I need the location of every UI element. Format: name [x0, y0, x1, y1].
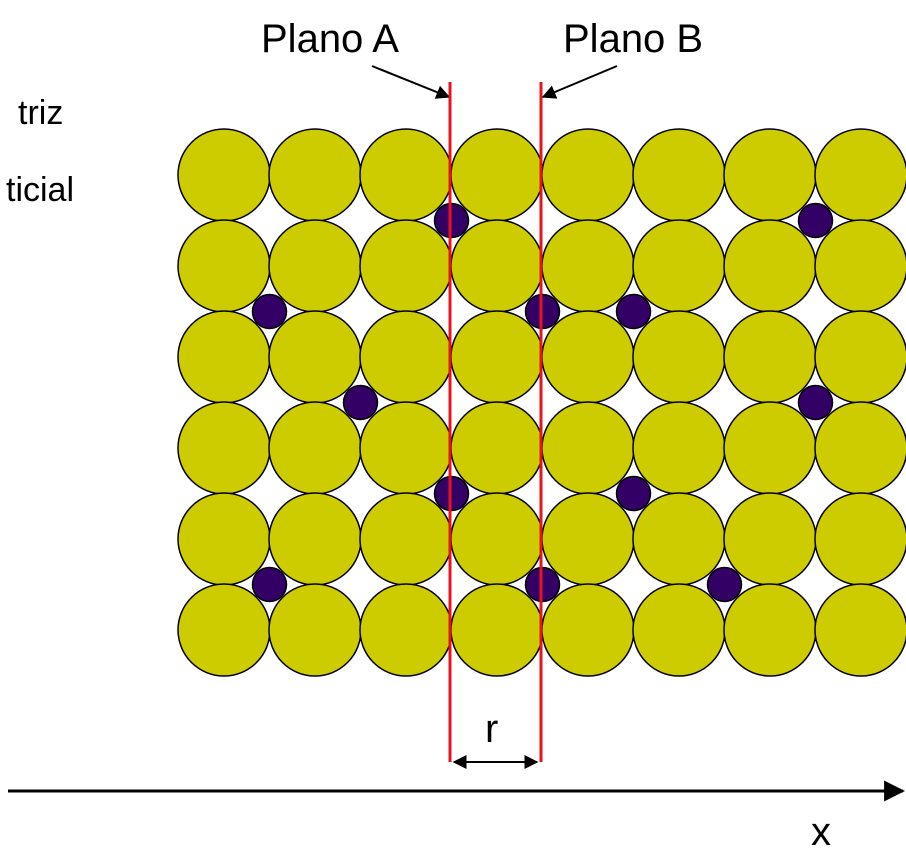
matrix-atom [450, 128, 544, 222]
matrix-atom [632, 401, 726, 495]
matrix-atom [541, 219, 635, 313]
matrix-atom [359, 219, 453, 313]
matrix-atom [450, 310, 544, 404]
matrix-atom [359, 310, 453, 404]
matrix-atom [359, 401, 453, 495]
matrix-atom [359, 128, 453, 222]
matrix-atom [723, 492, 817, 586]
matrix-atom [632, 219, 726, 313]
matrix-atom [632, 492, 726, 586]
plane-a-pointer-arrow [371, 65, 451, 99]
matrix-atom [268, 219, 362, 313]
matrix-atom [814, 310, 906, 404]
matrix-atom [814, 401, 906, 495]
matrix-atom [359, 492, 453, 586]
matrix-atom [177, 310, 271, 404]
interstitial-atom [797, 202, 834, 239]
interstitial-atom [615, 293, 652, 330]
plane-a-label: Plano A [261, 17, 399, 61]
matrix-atom [541, 583, 635, 677]
matrix-atom [268, 583, 362, 677]
matrix-atom [177, 492, 271, 586]
matrix-atom [450, 401, 544, 495]
matrix-atom [632, 128, 726, 222]
matrix-atom [723, 583, 817, 677]
matrix-atom [450, 219, 544, 313]
matrix-atom [541, 128, 635, 222]
matrix-atom [268, 401, 362, 495]
matrix-atom [541, 492, 635, 586]
matrix-atom [541, 310, 635, 404]
interstitial-atom [797, 384, 834, 421]
side-label-2: ticial [6, 171, 74, 209]
matrix-atom [450, 583, 544, 677]
matrix-atom [177, 401, 271, 495]
interstitial-atom [342, 384, 379, 421]
matrix-atom [268, 310, 362, 404]
interstitial-atom [706, 566, 743, 603]
x-axis-label: x [811, 810, 831, 851]
distance-label: r [485, 707, 498, 751]
matrix-atom [268, 128, 362, 222]
matrix-atom [723, 401, 817, 495]
plane-b-label: Plano B [563, 17, 703, 61]
matrix-atom [723, 310, 817, 404]
matrix-atom [723, 128, 817, 222]
interstitial-atom [251, 293, 288, 330]
matrix-atom [632, 310, 726, 404]
matrix-atom [450, 492, 544, 586]
side-label-1: triz [18, 94, 63, 132]
matrix-atom [268, 492, 362, 586]
matrix-atom [814, 219, 906, 313]
matrix-atom [723, 219, 817, 313]
matrix-atom [177, 583, 271, 677]
matrix-atom [814, 583, 906, 677]
matrix-atom [177, 128, 271, 222]
matrix-atom [632, 583, 726, 677]
matrix-atom [814, 492, 906, 586]
matrix-atom [541, 401, 635, 495]
interstitial-atom [251, 566, 288, 603]
matrix-atom [177, 219, 271, 313]
matrix-atom-lattice [177, 128, 906, 677]
matrix-atom [359, 583, 453, 677]
plane-b-pointer-arrow [541, 65, 618, 99]
interstitial-atom [615, 475, 652, 512]
matrix-atom [814, 128, 906, 222]
